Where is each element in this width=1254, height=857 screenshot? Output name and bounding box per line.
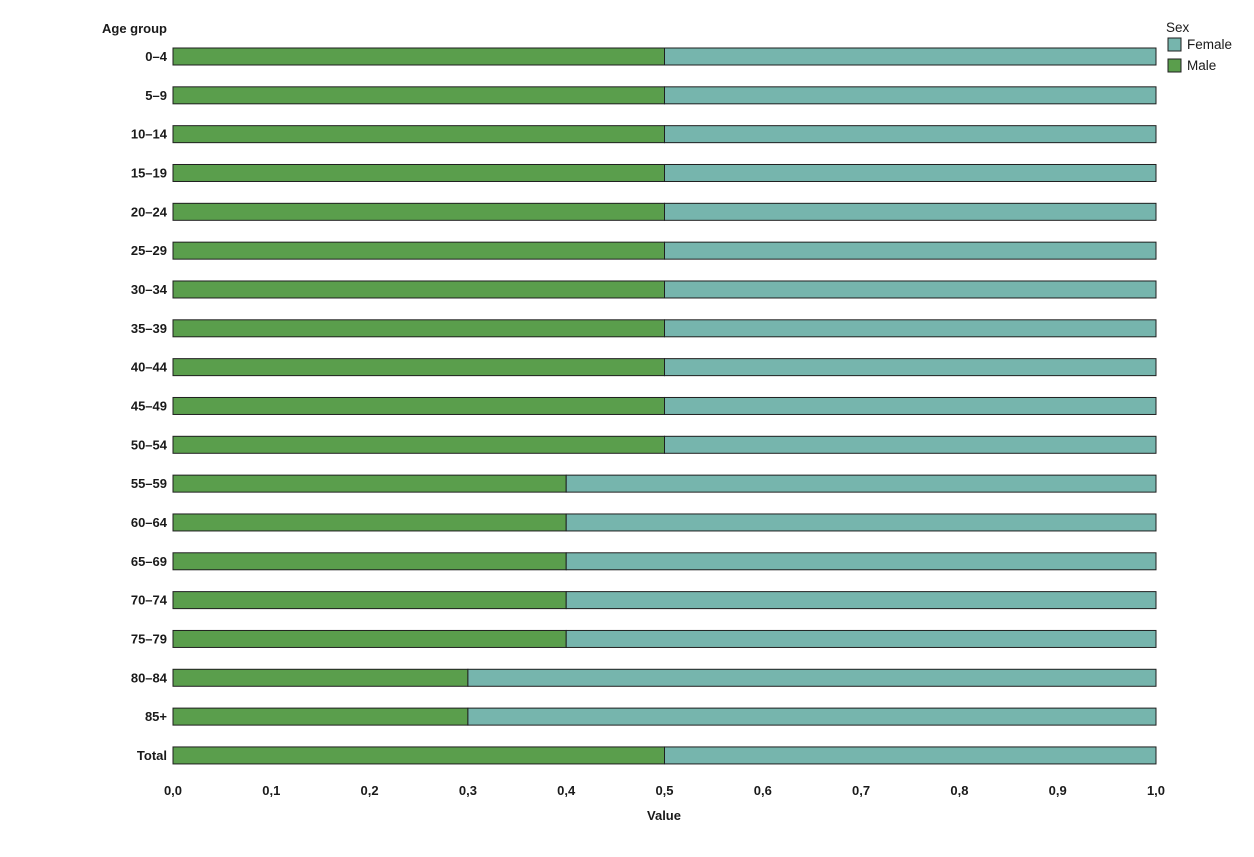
bar-male-17 — [172, 707, 469, 726]
category-label: 40–44 — [131, 360, 168, 375]
category-label: 45–49 — [131, 398, 167, 413]
bar-male-15 — [172, 629, 567, 648]
category-labels: 0–4 5–9 10–14 15–19 20–24 25–29 30–34 35–39 40–4… — [131, 49, 168, 763]
category-label: Total — [137, 748, 167, 763]
x-tick-labels: 0,0 0,1 0,2 0,3 0,4 0,5 0,6 0,7 0,8 0,9 1,0 — [164, 783, 1165, 798]
category-label: 80–84 — [131, 670, 168, 685]
x-tick-label: 0,5 — [655, 783, 673, 798]
bar-female-18 — [664, 746, 1157, 765]
legend: Sex Female Male — [1166, 20, 1232, 73]
bar-group — [172, 47, 1157, 765]
bar-female-3 — [664, 163, 1157, 182]
category-label: 85+ — [145, 709, 167, 724]
bar-female-17 — [467, 707, 1157, 726]
legend-title: Sex — [1166, 20, 1190, 35]
x-tick-label: 0,8 — [950, 783, 968, 798]
category-label: 65–69 — [131, 554, 167, 569]
category-label: 30–34 — [131, 282, 168, 297]
bar-male-18 — [172, 746, 665, 765]
category-label: 70–74 — [131, 593, 168, 608]
bar-female-9 — [664, 396, 1157, 415]
x-tick-label: 0,4 — [557, 783, 576, 798]
bar-female-2 — [664, 125, 1157, 144]
category-label: 0–4 — [145, 49, 167, 64]
x-tick-label: 0,9 — [1049, 783, 1067, 798]
bar-male-5 — [172, 241, 665, 260]
x-tick-label: 1,0 — [1147, 783, 1165, 798]
bar-female-15 — [565, 629, 1157, 648]
x-tick-label: 0,6 — [754, 783, 772, 798]
bar-female-12 — [565, 513, 1157, 532]
bar-male-9 — [172, 396, 665, 415]
bar-female-1 — [664, 86, 1157, 105]
bar-male-14 — [172, 591, 567, 610]
x-tick-label: 0,2 — [361, 783, 379, 798]
bar-female-13 — [565, 552, 1157, 571]
bar-female-10 — [664, 435, 1157, 454]
bar-female-8 — [664, 358, 1157, 377]
category-label: 50–54 — [131, 437, 168, 452]
bar-male-1 — [172, 86, 665, 105]
bar-female-11 — [565, 474, 1157, 493]
legend-swatch-female — [1167, 37, 1182, 52]
bar-male-4 — [172, 202, 665, 221]
bar-male-10 — [172, 435, 665, 454]
category-label: 35–39 — [131, 321, 167, 336]
bar-female-14 — [565, 591, 1157, 610]
category-label: 5–9 — [145, 88, 167, 103]
bar-male-8 — [172, 358, 665, 377]
category-label: 60–64 — [131, 515, 168, 530]
y-axis-title: Age group — [102, 21, 167, 36]
bar-female-5 — [664, 241, 1157, 260]
bar-female-16 — [467, 668, 1157, 687]
bar-male-7 — [172, 319, 665, 338]
bar-male-12 — [172, 513, 567, 532]
bar-male-0 — [172, 47, 665, 66]
bar-male-6 — [172, 280, 665, 299]
legend-label-female: Female — [1187, 37, 1232, 52]
bar-male-2 — [172, 125, 665, 144]
bar-male-16 — [172, 668, 469, 687]
category-label: 25–29 — [131, 243, 167, 258]
x-tick-label: 0,3 — [459, 783, 477, 798]
bar-male-11 — [172, 474, 567, 493]
category-label: 20–24 — [131, 204, 168, 219]
legend-label-male: Male — [1187, 58, 1216, 73]
bar-male-13 — [172, 552, 567, 571]
bar-female-7 — [664, 319, 1157, 338]
category-label: 10–14 — [131, 127, 168, 142]
x-tick-label: 0,1 — [262, 783, 280, 798]
bar-male-3 — [172, 163, 665, 182]
category-label: 55–59 — [131, 476, 167, 491]
bar-female-0 — [664, 47, 1157, 66]
bar-female-4 — [664, 202, 1157, 221]
x-tick-label: 0,7 — [852, 783, 870, 798]
x-tick-label: 0,0 — [164, 783, 182, 798]
category-label: 15–19 — [131, 165, 167, 180]
category-label: 75–79 — [131, 631, 167, 646]
legend-swatch-male — [1167, 58, 1182, 73]
x-axis-title: Value — [647, 808, 681, 823]
bar-female-6 — [664, 280, 1157, 299]
